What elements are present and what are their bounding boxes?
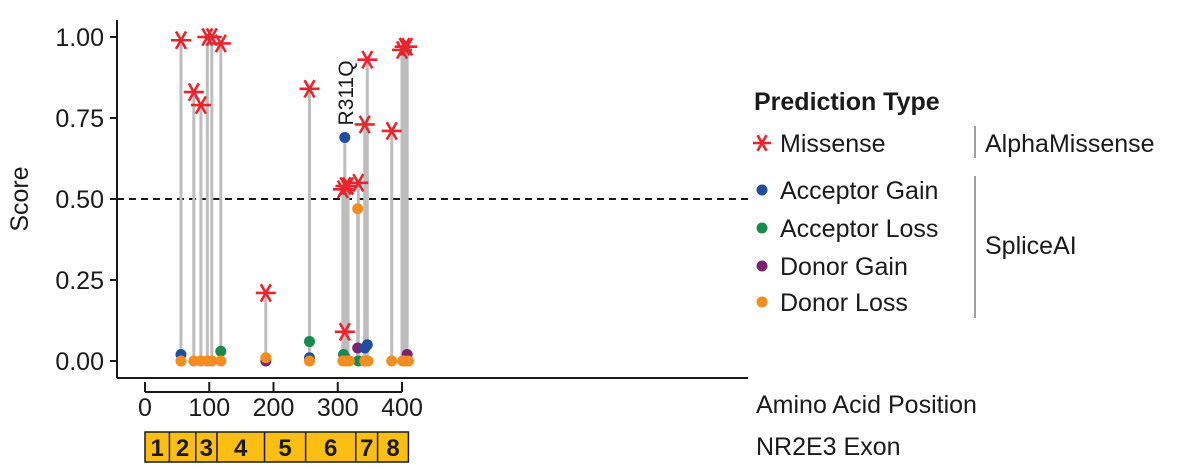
exon-label: 2 — [176, 435, 189, 462]
legend-key-acceptor-loss — [756, 222, 768, 234]
legend-key-donor-loss — [756, 296, 768, 308]
missense-point — [334, 322, 355, 342]
x-tick-label: 0 — [138, 394, 152, 422]
donor-loss-point — [386, 355, 398, 367]
exon-label: 3 — [200, 435, 213, 462]
donor-loss-point — [352, 203, 364, 215]
donor-loss-point — [362, 355, 374, 367]
asterisk-stroke — [756, 134, 768, 152]
legend-title: Prediction Type — [754, 88, 940, 116]
donor-loss-point — [402, 355, 414, 367]
exon-label: 1 — [151, 435, 164, 462]
asterisk-stroke — [358, 115, 371, 134]
y-tick-label: 0.50 — [55, 186, 104, 214]
exon-label: 5 — [278, 435, 291, 462]
x-tick-label: 100 — [188, 394, 230, 422]
axes: 0.00 0.25 0.50 0.75 1.00 Score 0 100 200 300 400 Am… — [6, 20, 977, 422]
missense-point — [338, 176, 359, 196]
exon-label: 6 — [324, 435, 337, 462]
annotations: R311Q — [335, 60, 358, 125]
y-axis-label: Score — [6, 166, 34, 231]
y-tick-label: 1.00 — [55, 24, 104, 52]
missense-point — [397, 37, 418, 57]
asterisk-stroke — [187, 82, 200, 102]
x-tick-label: 200 — [253, 394, 295, 422]
exon-label: 4 — [234, 435, 248, 462]
legend-entry-acceptor-loss: Acceptor Loss — [780, 215, 938, 243]
missense-point — [210, 34, 231, 53]
missense-point — [348, 173, 369, 193]
asterisk-stroke — [214, 34, 227, 53]
asterisk-stroke — [303, 79, 316, 99]
asterisk-stroke — [338, 322, 351, 342]
missense-point — [255, 283, 276, 303]
acceptor-gain-point — [339, 131, 351, 143]
missense-point — [299, 79, 320, 99]
legend-key-donor-gain — [756, 260, 768, 272]
legend-entry-acceptor-gain: Acceptor Gain — [780, 177, 938, 205]
exon-track: 1 2 3 4 5 6 7 8 NR2E3 Exon — [144, 431, 901, 463]
asterisk-stroke — [385, 121, 398, 141]
asterisk-stroke — [401, 37, 414, 57]
missense-point — [381, 121, 402, 141]
exon-track-label: NR2E3 Exon — [756, 433, 901, 461]
donor-loss-point — [206, 355, 218, 367]
donor-loss-point — [175, 355, 187, 367]
x-tick-label: 400 — [381, 394, 423, 422]
exon-label: 8 — [386, 435, 399, 462]
legend-group-spliceai: SpliceAI — [985, 232, 1077, 260]
legend-entry-donor-gain: Donor Gain — [780, 253, 908, 281]
legend: Prediction Type Missense Acceptor Gain Acce… — [753, 88, 1155, 318]
asterisk-stroke — [174, 30, 188, 50]
legend-key-acceptor-gain — [756, 184, 768, 196]
exon-track-bar — [144, 431, 410, 463]
asterisk-stroke — [361, 50, 374, 69]
donor-loss-point — [215, 355, 227, 367]
donor-loss-point — [260, 352, 272, 364]
asterisk-stroke — [194, 95, 208, 115]
y-tick-label: 0.25 — [55, 267, 104, 295]
donor-loss-point — [343, 355, 355, 367]
missense-point — [357, 50, 378, 69]
asterisk-stroke — [352, 173, 365, 193]
donor-loss-point — [303, 355, 315, 367]
acceptor-gain-point — [361, 339, 373, 351]
x-tick-label: 300 — [317, 394, 359, 422]
missense-point — [190, 95, 211, 115]
legend-entry-missense: Missense — [780, 130, 886, 158]
legend-entry-donor-loss: Donor Loss — [780, 289, 908, 317]
legend-key-missense — [753, 134, 771, 152]
r311q-label: R311Q — [335, 60, 358, 125]
legend-group-alphamissense: AlphaMissense — [985, 130, 1155, 158]
x-axis-label: Amino Acid Position — [756, 391, 977, 419]
acceptor-loss-point — [303, 336, 315, 348]
asterisk-stroke — [205, 27, 218, 47]
asterisk-stroke — [259, 283, 272, 303]
y-tick-label: 0.00 — [55, 348, 104, 376]
exon-label: 7 — [360, 435, 373, 462]
acceptor-loss-point — [215, 345, 227, 357]
data-points — [170, 27, 418, 367]
y-tick-label: 0.75 — [55, 105, 104, 133]
missense-point — [170, 30, 191, 50]
asterisk-stroke — [341, 176, 355, 196]
missense-point — [354, 115, 375, 134]
